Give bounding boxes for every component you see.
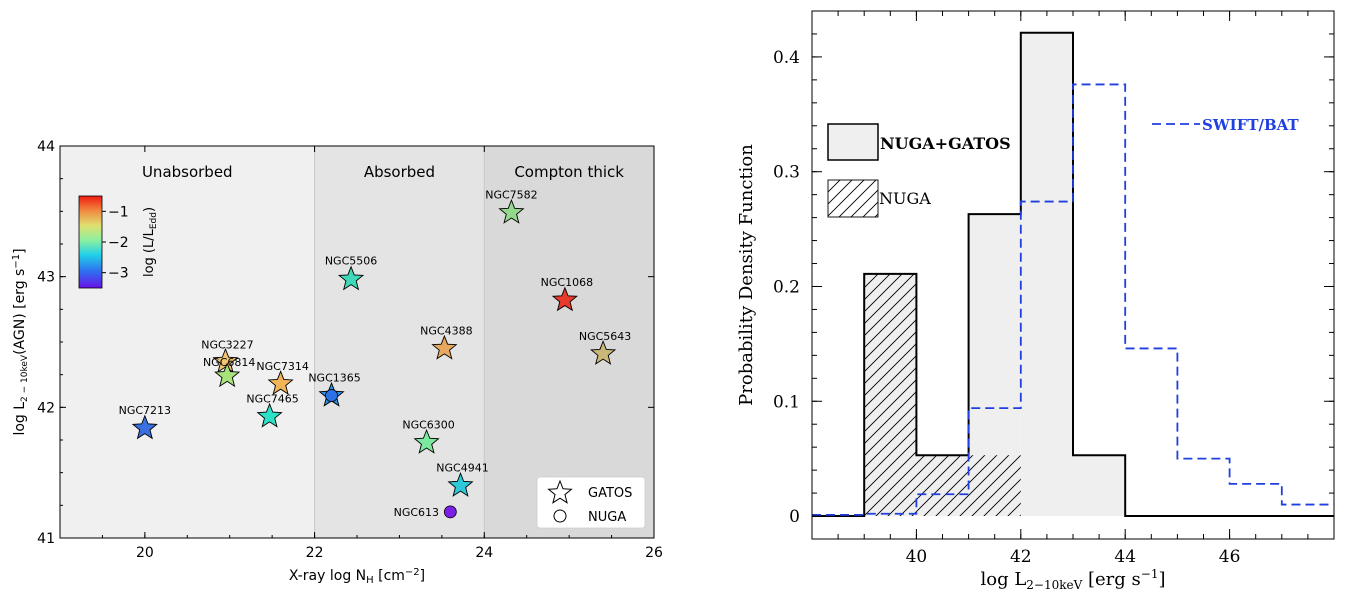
y-tick-label: 44 xyxy=(37,139,55,155)
y-tick-label: 0 xyxy=(789,507,800,527)
y-tick-label: 42 xyxy=(37,400,55,416)
point-ngc5506 xyxy=(337,265,365,291)
legend-label-nuga: NUGA xyxy=(588,510,626,525)
point-ngc7314 xyxy=(267,370,294,395)
point-label-ngc5506: NGC5506 xyxy=(325,254,377,267)
point-ngc7465 xyxy=(256,402,283,428)
colorbar-ticks: −1 −2 −3 xyxy=(102,204,129,282)
x-tick-label: 40 xyxy=(906,547,928,567)
region-label-0: Unabsorbed xyxy=(142,163,233,181)
point-ngc7213 xyxy=(131,414,158,440)
bar-combined-4 xyxy=(1020,32,1073,517)
series-combined-line xyxy=(812,31,1334,518)
point-ngc4941 xyxy=(447,471,474,497)
x-tick-label: 44 xyxy=(1114,547,1136,567)
scatter-chart: Unabsorbed Absorbed Compton thick NGC7213N… xyxy=(11,139,663,586)
x-tick-label: 26 xyxy=(645,545,663,561)
colorbar-tick-label: −2 xyxy=(108,235,129,251)
right-x-axis-label: log L2−10keV [erg s−1] xyxy=(980,567,1165,592)
right-y-axis-label: Probability Density Function xyxy=(736,144,757,406)
legend-label-nuga-hist: NUGA xyxy=(879,189,931,208)
point-ngc5643 xyxy=(590,340,617,365)
point-label-ngc6814: NGC6814 xyxy=(203,356,255,369)
point-ngc1365-nuga xyxy=(325,389,338,402)
point-label-ngc4941: NGC4941 xyxy=(436,462,488,475)
point-label-ngc7465: NGC7465 xyxy=(246,392,298,405)
x-tick-label: 46 xyxy=(1219,547,1241,567)
y-tick-label: 0.3 xyxy=(773,163,800,183)
bar-combined-5 xyxy=(1073,455,1126,517)
series-swift-line xyxy=(812,83,1334,516)
point-ngc7582 xyxy=(498,198,525,224)
point-label-ngc7582: NGC7582 xyxy=(485,189,537,202)
axis-ticks: 20 22 24 26 41 42 43 44 xyxy=(37,139,663,561)
point-label-ngc7213: NGC7213 xyxy=(119,404,171,417)
left-x-axis-label: X-ray log NH [cm−2] xyxy=(289,567,425,586)
point-label-ngc613: NGC613 xyxy=(394,506,439,519)
point-ngc613-nuga xyxy=(443,505,457,519)
colorbar-tick-label: −3 xyxy=(108,266,129,282)
colorbar-label: log (L/LEdd) xyxy=(142,207,159,277)
region-label-2: Compton thick xyxy=(514,163,624,181)
x-tick-label: 42 xyxy=(1010,547,1032,567)
y-tick-label: 0.1 xyxy=(773,392,800,412)
legend-star-marker xyxy=(547,479,573,504)
point-ngc6300 xyxy=(413,428,440,454)
point-label-ngc1365: NGC1365 xyxy=(308,372,360,385)
legend-swatch-combined xyxy=(827,123,879,161)
colorbar xyxy=(78,195,103,289)
histogram-chart: 40 42 44 46 0 0.1 0.2 0.3 0.4 NUGA+GATOS NUGA SW… xyxy=(736,10,1335,592)
region-label-1: Absorbed xyxy=(364,163,435,181)
scatter-points xyxy=(131,198,617,519)
point-ngc1068 xyxy=(551,286,578,312)
histogram-bars xyxy=(812,31,1334,518)
legend-label-swift: SWIFT/BAT xyxy=(1202,116,1299,134)
y-tick-label: 43 xyxy=(37,270,55,286)
y-tick-label: 41 xyxy=(37,531,55,547)
point-label-ngc1068: NGC1068 xyxy=(541,276,593,289)
point-label-ngc6300: NGC6300 xyxy=(402,419,454,432)
point-ngc6814 xyxy=(214,362,241,388)
legend-label-combined: NUGA+GATOS xyxy=(880,134,1011,153)
y-tick-label: 0.2 xyxy=(773,277,800,297)
region-backgrounds: Unabsorbed Absorbed Compton thick xyxy=(60,146,654,538)
left-legend: GATOS NUGA xyxy=(536,476,646,529)
point-ngc4388 xyxy=(431,334,458,360)
bar-nuga-0 xyxy=(864,273,917,517)
y-tick-label: 0.4 xyxy=(773,48,800,68)
x-tick-label: 24 xyxy=(475,545,493,561)
legend-swatch-nuga xyxy=(827,179,879,218)
axis-ticks: 40 42 44 46 0 0.1 0.2 0.3 0.4 xyxy=(773,11,1334,567)
left-y-axis-label: log L2 − 10keV(AGN) [erg s−1] xyxy=(11,248,30,435)
point-label-ngc7314: NGC7314 xyxy=(256,360,308,373)
point-labels: NGC7213 NGC3227 NGC6814 NGC7314 NGC7465 NGC13… xyxy=(119,189,632,519)
point-label-ngc5643: NGC5643 xyxy=(579,330,631,343)
point-label-ngc3227: NGC3227 xyxy=(201,339,253,352)
legend-circle-marker xyxy=(553,509,567,523)
region-1 xyxy=(314,146,485,538)
point-label-ngc4388: NGC4388 xyxy=(420,325,472,338)
x-tick-label: 22 xyxy=(306,545,324,561)
x-tick-label: 20 xyxy=(136,545,154,561)
colorbar-tick-label: −1 xyxy=(108,204,129,220)
legend-label-gatos: GATOS xyxy=(588,486,632,501)
